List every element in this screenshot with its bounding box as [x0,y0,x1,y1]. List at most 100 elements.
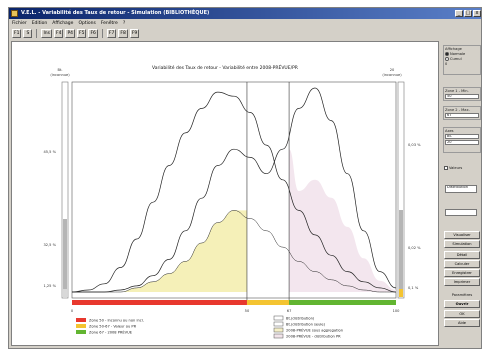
app-icon [11,10,18,17]
values-checkbox[interactable]: Valeurs [444,166,462,170]
axes-group: Axes Bt. 20 [443,127,481,153]
toolbar-separator [36,29,38,38]
legend-label: Zone 50 - Inconnu ou non incl. [89,319,144,323]
toolbar-button-5[interactable]: P4 [65,29,76,38]
left-gauge-fill [63,219,67,289]
radio-dot-icon [445,52,449,56]
checkbox-icon [444,166,448,170]
simulate-button[interactable]: Simulation [444,240,480,248]
zone2-field[interactable]: 67 [445,113,479,118]
toolbar-button-6[interactable]: F5 [77,29,87,38]
radio-cumulative[interactable]: Cumul [445,57,479,61]
toolbar-button-1[interactable]: F1 [12,29,22,38]
right-gauge-fill [399,210,403,289]
legend-label: Zone 50-67 - Valeur ou PR [89,325,137,329]
zone1-title: Zone 1 - Min. [445,89,469,93]
right-tail-area [289,149,396,292]
radio-cumulative-label: Cumul [450,57,462,61]
toolbar-separator [101,29,103,38]
toolbar-button-8[interactable]: F7 [106,29,117,38]
print-button[interactable]: Imprimer [444,278,480,286]
toolbar-button-9[interactable]: F8 [118,29,128,38]
scale-min-label: 0 [71,309,74,313]
maximize-button[interactable]: □ [464,10,472,17]
secondary-field[interactable] [445,209,477,216]
left-gauge-tip [63,289,67,297]
chart-area: Variabilité des Taux de retour - Variabi… [11,41,439,346]
toolbar-button-2[interactable]: S [23,29,33,38]
legend-left: Zone 50 - Inconnu ou non incl. Zone 50-6… [76,318,144,335]
distribution-chart: Variabilité des Taux de retour - Variabi… [43,63,421,339]
legend-label: Bt.(distribution seule) [286,323,326,327]
right-axis-header-1: 20 [390,68,395,72]
chart-title: Variabilité des Taux de retour - Variabi… [152,63,298,71]
legend-swatch [76,330,86,334]
distribution-line-2 [71,87,397,293]
menu-options[interactable]: Options [78,20,96,26]
left-axis-tick: 45,5 % [43,150,56,154]
right-axis-tick: 0,1 % [408,286,419,290]
toolbar-button-4[interactable]: F4 [53,29,64,38]
legend-swatch [76,318,86,322]
toolbar-button-3[interactable]: Ins [41,29,52,38]
ok-button[interactable]: OK [444,310,480,318]
radio-extra-label: 0 [445,62,448,66]
menu-bar: Fichier Edition Affichage Options Fenêtr… [9,19,481,27]
calculate-button[interactable]: Calculer [444,260,480,268]
display-group: Affichage Normale Cumul 0 [443,45,481,75]
radio-extra[interactable]: 0 [445,62,479,66]
zone2-title: Zone 2 - Max. [445,108,470,112]
minimize-button[interactable]: _ [455,10,463,17]
save-button[interactable]: Enregistrer [444,269,480,277]
right-gauge-tip [399,289,403,297]
title-bar: V.E.L. - Variabilité des Taux de retour … [9,8,481,19]
legend-swatch [273,315,284,321]
menu-window[interactable]: Fenêtre [100,20,118,26]
left-axis-header-2: (inconnue) [50,73,70,77]
parameters-label: Paramètres [451,293,473,297]
zone1-group: Zone 1 - Min. 50 [443,87,481,101]
cursor-label-max: 67 [287,309,292,313]
radio-normal[interactable]: Normale [445,52,479,56]
open-button[interactable]: Ouvrir [444,300,480,308]
menu-file[interactable]: Fichier [12,20,27,26]
toolbar-button-10[interactable]: F9 [129,29,140,38]
axes-field-1[interactable]: Bt. [445,134,479,139]
menu-help[interactable]: ? [122,20,126,26]
menu-view[interactable]: Affichage [52,20,74,26]
menu-edit[interactable]: Edition [31,20,48,26]
values-checkbox-label: Valeurs [449,166,463,170]
side-panel: Affichage Normale Cumul 0 Zone 1 - Min. … [443,41,481,346]
legend-swatch [76,324,86,328]
distribution-line-1 [71,91,397,293]
scale-band-3 [289,300,396,305]
display-group-title: Affichage [445,47,462,51]
close-button[interactable]: x [473,10,481,17]
axes-field-2[interactable]: 20 [445,140,479,145]
legend-label: Zone 67 - 2008 PRÉVUE [89,330,133,335]
zone1-field[interactable]: 50 [445,94,479,99]
app-window: V.E.L. - Variabilité des Taux de retour … [8,7,482,349]
scale-band-1 [72,300,247,305]
plot-frame-border [71,81,397,299]
legend-swatch [273,333,284,339]
right-axis-tick: 0,03 % [408,143,421,147]
zone2-group: Zone 2 - Max. 67 [443,106,481,120]
distribution-line-3 [71,210,396,293]
scale-max-label: 100 [393,309,401,313]
help-button[interactable]: Aide [444,319,480,327]
cursor-label-min: 50 [245,309,250,313]
legend-label: 2008-PRÉVUE - distribution PR [286,334,341,339]
right-gauge [397,81,405,299]
toolbar-button-7[interactable]: F6 [88,29,98,38]
scale-band-2 [246,300,290,305]
distribution-field[interactable]: Distribution [445,185,477,193]
axes-title: Axes [445,129,454,133]
right-axis-tick: 0,02 % [408,246,421,250]
right-axis-header-2: (inconnue) [382,73,402,77]
legend-right: Bt.(distribution) Bt.(distribution seule… [273,315,343,339]
left-tail-area [72,210,247,292]
view-button[interactable]: Visualiser [444,231,480,239]
radio-dot-icon [445,57,449,61]
detail-button[interactable]: Détail [444,251,480,259]
